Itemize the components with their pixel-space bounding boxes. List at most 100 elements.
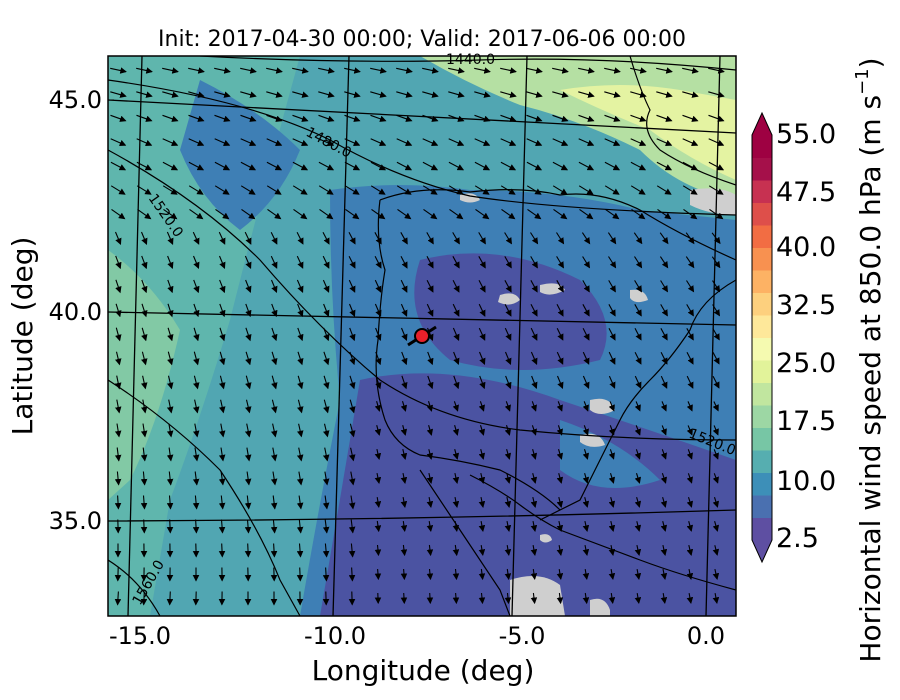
wind-arrow xyxy=(631,208,646,220)
wind-arrow xyxy=(683,208,698,220)
wind-arrow xyxy=(582,544,590,556)
wind-arrow xyxy=(685,232,695,245)
wind-arrow xyxy=(422,185,438,195)
x-tick-label: -10.0 xyxy=(304,622,366,650)
wind-arrow xyxy=(375,375,382,390)
wind-arrow xyxy=(530,449,538,460)
wind-arrow xyxy=(318,114,335,122)
wind-arrow xyxy=(478,568,486,581)
wind-arrow xyxy=(396,138,413,147)
wind-arrow xyxy=(319,208,334,220)
wind-arrow xyxy=(115,327,122,342)
wind-arrow xyxy=(452,303,460,317)
wind-arrow xyxy=(552,161,569,171)
wind-arrow xyxy=(582,351,590,365)
wind-arrow xyxy=(448,138,465,147)
wind-arrow xyxy=(400,521,408,532)
colorbar-frame xyxy=(751,111,773,564)
wind-arrow xyxy=(270,255,278,269)
colorbar-segment xyxy=(752,405,772,428)
wind-arrow xyxy=(582,520,590,532)
wind-arrow xyxy=(527,208,542,220)
wind-arrow xyxy=(478,449,486,460)
colorbar-label: Horizontal wind speed at 850.0 hPa (m s−… xyxy=(852,57,887,662)
wind-arrow xyxy=(296,543,304,558)
wind-arrow xyxy=(500,91,517,98)
wind-arrow xyxy=(245,375,252,390)
wind-arrow xyxy=(426,449,434,460)
colorbar-segment xyxy=(752,157,772,181)
wind-arrow xyxy=(193,399,200,414)
wind-arrow xyxy=(608,351,616,365)
wind-arrow xyxy=(608,256,617,269)
wind-arrow xyxy=(556,473,564,484)
wind-arrow xyxy=(474,67,491,74)
wind-arrow xyxy=(712,304,720,317)
wind-arrow xyxy=(426,401,434,412)
wind-arrow xyxy=(633,232,643,245)
wind-arrow xyxy=(110,161,127,171)
wind-arrow xyxy=(322,519,330,534)
wind-arrow xyxy=(271,303,278,318)
wind-arrow xyxy=(219,279,226,294)
wind-arrow xyxy=(110,185,126,195)
wind-arrow xyxy=(504,520,512,532)
colorbar-segment xyxy=(752,135,772,158)
wind-arrow xyxy=(162,161,179,171)
wind-arrow xyxy=(267,208,282,220)
wind-arrow xyxy=(426,425,434,436)
wind-arrow xyxy=(344,138,361,147)
wind-arrow xyxy=(634,593,642,604)
wind-arrow xyxy=(167,351,174,366)
wind-arrow xyxy=(166,519,174,534)
wind-arrow xyxy=(530,496,538,508)
wind-arrow xyxy=(686,593,694,604)
wind-arrow xyxy=(608,497,616,508)
wind-arrow xyxy=(401,351,408,366)
wind-arrow xyxy=(556,232,565,245)
wind-arrow xyxy=(192,447,200,462)
wind-arrow xyxy=(530,592,538,605)
wind-arrow xyxy=(137,208,152,220)
wind-arrow xyxy=(448,91,465,98)
wind-arrow xyxy=(214,67,231,74)
wind-arrow xyxy=(270,471,278,486)
wind-arrow xyxy=(452,472,460,484)
wind-arrow xyxy=(604,185,620,195)
wind-arrow xyxy=(504,280,512,293)
wind-arrow xyxy=(244,495,252,510)
wind-arrow xyxy=(296,231,304,245)
wind-arrow xyxy=(240,138,257,147)
wind-arrow xyxy=(452,327,460,342)
wind-arrow xyxy=(297,375,304,390)
colorbar-segment xyxy=(752,315,772,338)
wind-arrow xyxy=(660,568,668,580)
wind-arrow xyxy=(630,91,647,98)
wind-arrow xyxy=(397,208,412,220)
wind-arrow xyxy=(136,185,152,195)
wind-field-west-blue xyxy=(180,80,300,230)
wind-arrow xyxy=(322,567,330,582)
wind-arrow xyxy=(452,568,460,581)
wind-arrow xyxy=(188,67,205,74)
map-area xyxy=(108,56,736,616)
wind-arrow xyxy=(322,471,330,486)
wind-arrow xyxy=(188,138,205,147)
wind-arrow xyxy=(582,304,590,317)
wind-arrow xyxy=(349,375,356,390)
wind-arrow xyxy=(682,138,699,147)
wind-arrow xyxy=(426,303,434,317)
wind-arrow xyxy=(712,593,720,604)
wind-arrow xyxy=(240,114,257,122)
wind-arrow xyxy=(166,423,174,438)
colorbar-tick: 17.5 xyxy=(776,406,836,437)
wind-arrow xyxy=(271,351,278,366)
wind-arrow xyxy=(452,401,459,412)
missing-data-patches xyxy=(460,188,736,616)
wind-arrow xyxy=(426,279,434,293)
wind-arrow xyxy=(140,231,148,246)
wind-arrow xyxy=(478,303,486,317)
wind-arrow xyxy=(526,138,543,147)
wind-arrow xyxy=(426,256,434,269)
location-marker xyxy=(414,328,430,344)
